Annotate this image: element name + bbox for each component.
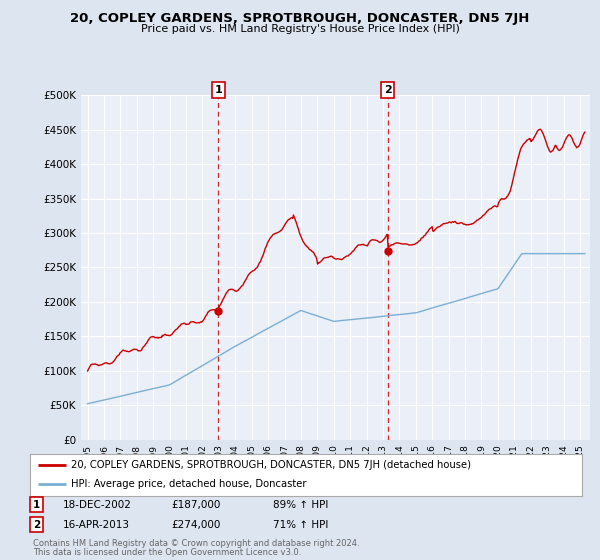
Text: 2: 2 [33,520,40,530]
Text: 20, COPLEY GARDENS, SPROTBROUGH, DONCASTER, DN5 7JH (detached house): 20, COPLEY GARDENS, SPROTBROUGH, DONCAST… [71,460,472,470]
Text: 2: 2 [384,85,392,95]
Text: 71% ↑ HPI: 71% ↑ HPI [273,520,328,530]
Text: 18-DEC-2002: 18-DEC-2002 [63,500,132,510]
Text: 20, COPLEY GARDENS, SPROTBROUGH, DONCASTER, DN5 7JH: 20, COPLEY GARDENS, SPROTBROUGH, DONCAST… [70,12,530,25]
Text: 1: 1 [33,500,40,510]
Text: Contains HM Land Registry data © Crown copyright and database right 2024.: Contains HM Land Registry data © Crown c… [33,539,359,548]
Text: Price paid vs. HM Land Registry's House Price Index (HPI): Price paid vs. HM Land Registry's House … [140,24,460,34]
Text: £187,000: £187,000 [171,500,220,510]
Text: 89% ↑ HPI: 89% ↑ HPI [273,500,328,510]
Text: £274,000: £274,000 [171,520,220,530]
Text: This data is licensed under the Open Government Licence v3.0.: This data is licensed under the Open Gov… [33,548,301,557]
Text: 1: 1 [214,85,222,95]
Text: HPI: Average price, detached house, Doncaster: HPI: Average price, detached house, Donc… [71,479,307,489]
Text: 16-APR-2013: 16-APR-2013 [63,520,130,530]
